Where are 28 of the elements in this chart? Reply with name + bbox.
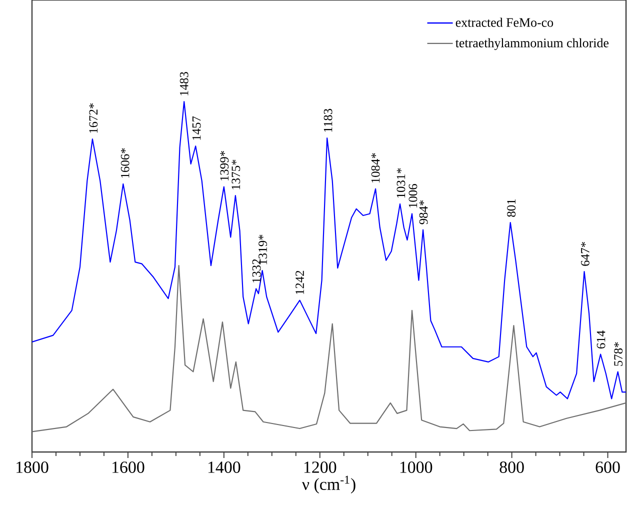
annotation: 1319* xyxy=(258,234,267,264)
x-tick-label: 600 xyxy=(596,462,620,473)
annotation: 1483 xyxy=(180,72,188,96)
annotation: 1457 xyxy=(192,116,201,140)
annotation: 1332 xyxy=(252,259,261,282)
annotation: 984* xyxy=(419,200,428,224)
annotation: 614 xyxy=(596,330,606,349)
annotation: 1242 xyxy=(296,270,304,294)
annotation: 801 xyxy=(507,199,516,217)
annotation: 1031* xyxy=(396,168,406,198)
legend-label: extracted FeMo-co xyxy=(456,18,554,27)
legend-label: tetraethylammonium chloride xyxy=(455,38,609,50)
annotation: 1375* xyxy=(232,160,240,190)
annotation: 578* xyxy=(614,342,623,366)
annotation: 1183 xyxy=(324,108,332,132)
x-axis-title: ν (cm$^{-1}$) xyxy=(302,476,356,494)
annotation: 1672* xyxy=(89,103,98,133)
annotation: 1399* xyxy=(220,151,229,180)
annotation: 1606* xyxy=(120,148,130,178)
x-tick-label: 1200 xyxy=(304,462,336,473)
annotation: 647* xyxy=(581,242,590,266)
x-tick-label: 1400 xyxy=(208,462,240,473)
x-tick-label: 1000 xyxy=(400,462,432,473)
annotation: 1084* xyxy=(371,153,380,183)
x-tick-label: 800 xyxy=(500,462,524,473)
x-tick-label: 1600 xyxy=(112,462,144,473)
annotation: 1006 xyxy=(408,184,418,208)
x-tick-label: 1800 xyxy=(16,462,48,473)
